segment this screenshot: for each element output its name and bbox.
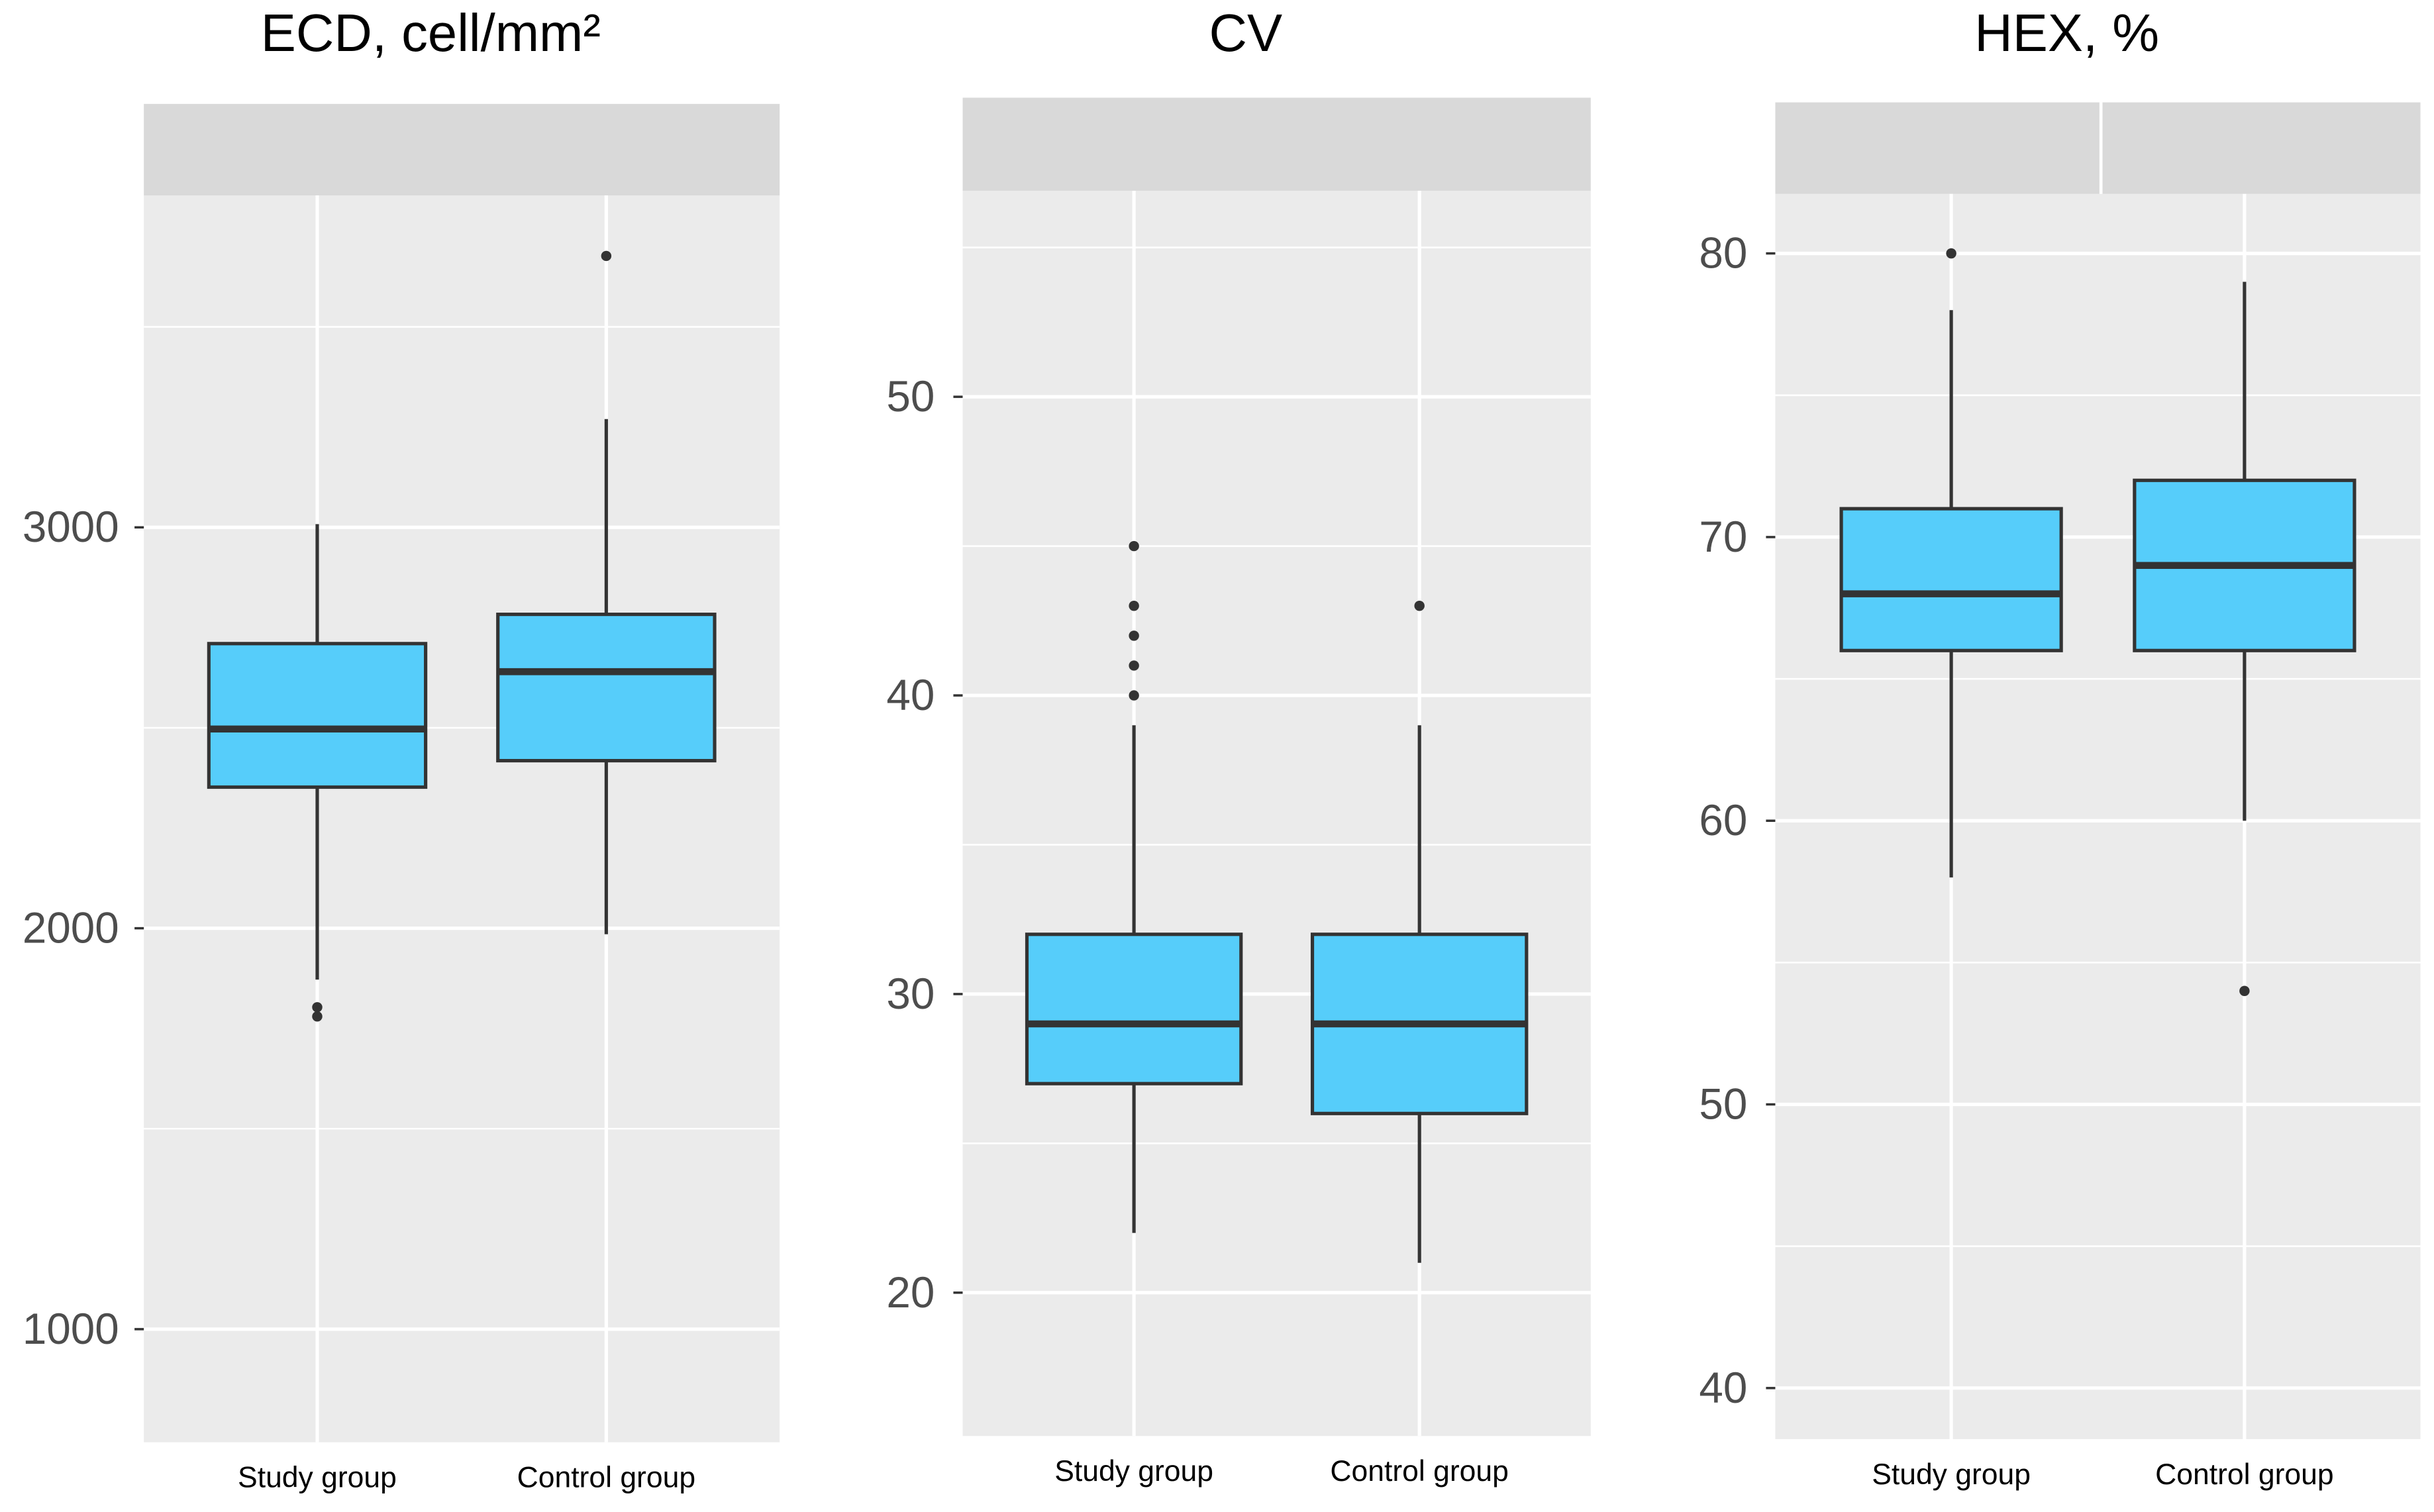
x-tick-label: Study group	[1054, 1455, 1213, 1487]
box	[207, 642, 428, 789]
x-tick-label: Study group	[1872, 1458, 2031, 1491]
strip	[962, 97, 1591, 191]
box	[1839, 507, 2063, 652]
outlier	[1946, 248, 1956, 259]
y-tick-label: 70	[1699, 513, 1747, 561]
y-tick-label: 40	[1699, 1364, 1747, 1412]
outlier	[1129, 540, 1139, 552]
x-tick-label: Control group	[517, 1462, 695, 1494]
y-tick-label: 20	[886, 1268, 935, 1317]
chart-title: ECD, cell/mm²	[261, 3, 601, 62]
y-tick-label: 2000	[23, 904, 119, 952]
outlier	[312, 1002, 323, 1013]
y-tick-label: 1000	[23, 1305, 119, 1353]
y-tick-label: 30	[886, 970, 935, 1018]
y-tick-label: 50	[886, 372, 935, 421]
x-tick-label: Control group	[1330, 1455, 1508, 1487]
y-tick-label: 60	[1699, 796, 1747, 844]
outlier	[1129, 690, 1139, 701]
strip	[1775, 102, 2421, 194]
x-tick-label: Study group	[238, 1462, 397, 1494]
outlier	[601, 250, 612, 262]
chart-title: HEX, %	[1974, 3, 2159, 62]
y-tick-label: 40	[886, 671, 935, 719]
outlier	[2239, 985, 2250, 996]
box	[1025, 932, 1243, 1085]
panel-background	[1775, 193, 2421, 1439]
outlier	[1129, 630, 1139, 641]
outlier	[1129, 601, 1139, 611]
panel-background	[962, 191, 1591, 1436]
outlier	[1129, 660, 1139, 671]
x-tick-label: Control group	[2155, 1458, 2333, 1491]
outlier	[1414, 601, 1425, 611]
y-tick-label: 3000	[23, 503, 119, 551]
panel-background	[144, 195, 780, 1442]
strip	[144, 103, 780, 196]
outlier	[312, 1011, 323, 1022]
chart-title: CV	[1209, 3, 1283, 62]
y-tick-label: 80	[1699, 229, 1747, 277]
box	[496, 613, 717, 763]
y-tick-label: 50	[1699, 1080, 1747, 1129]
